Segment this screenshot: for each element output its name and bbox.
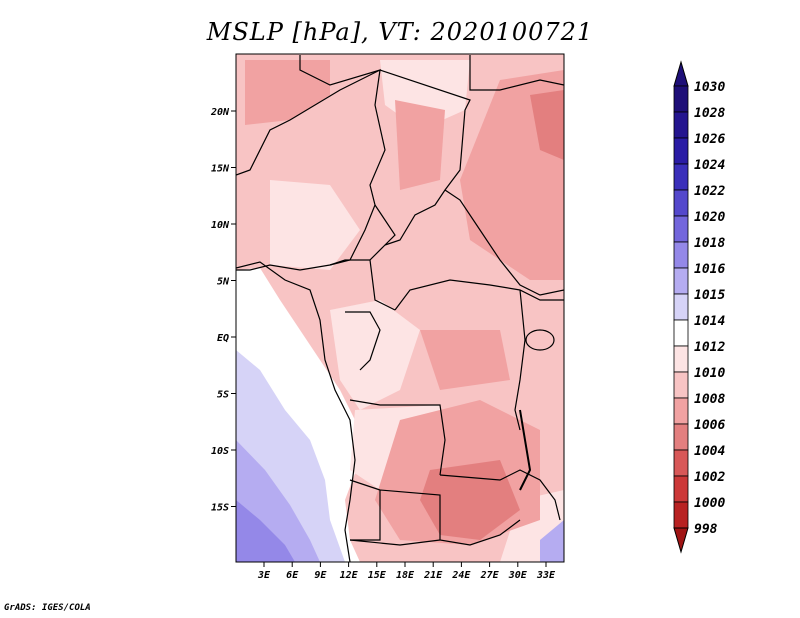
colorbar-swatch (673, 345, 689, 373)
longitude-axis: 3E 6E 9E 12E 15E 18E 21E 24E 27E 30E 33E (257, 562, 556, 581)
lat-tick-label: 15N (211, 164, 230, 175)
light-land-region-central (330, 300, 420, 410)
colorbar-label: 1012 (694, 340, 725, 355)
ocean-southeast-region (540, 520, 564, 562)
lon-tick-label: 9E (314, 570, 327, 581)
low-region-northwest (245, 60, 330, 125)
colorbar-swatch (673, 371, 689, 399)
colorbar-swatch (673, 449, 689, 477)
colorbar-swatch (673, 215, 689, 243)
colorbar-label: 1016 (694, 262, 725, 277)
colorbar-label: 1004 (694, 444, 725, 459)
map-title: MSLP [hPa], VT: 2020100721 (206, 18, 594, 46)
country-borders (236, 55, 564, 546)
lat-tick-label: 5S (217, 390, 229, 401)
lon-tick-label: 24E (451, 570, 471, 581)
colorbar-swatch (673, 397, 689, 425)
colorbar-label: 1018 (694, 236, 725, 251)
colorbar-label: 1008 (694, 392, 725, 407)
colorbar-label: 1014 (694, 314, 725, 329)
ocean-1018-region (236, 500, 295, 562)
colorbar-label: 1010 (694, 366, 725, 381)
colorbar: 1030 1028 1026 1024 1022 1020 1018 1016 1015 1014… (673, 60, 725, 554)
colorbar-bottom-arrow (673, 527, 689, 554)
lon-tick-label: 3E (257, 570, 271, 581)
lon-tick-label: 15E (368, 570, 387, 581)
colorbar-label: 1000 (694, 496, 725, 511)
low-region-north-central (395, 100, 445, 190)
light-land-region-west (270, 180, 360, 270)
lon-tick-label: 12E (340, 570, 359, 581)
colorbar-swatch (673, 137, 689, 165)
lon-tick-label: 21E (423, 570, 443, 581)
colorbar-swatch (673, 111, 689, 139)
colorbar-top-arrow (673, 60, 689, 87)
lat-tick-label: 15S (211, 503, 229, 514)
colorbar-swatch (673, 423, 689, 451)
latitude-axis: 20N 15N 10N 5N EQ 5S 10S 15S (210, 107, 236, 514)
colorbar-label: 998 (694, 522, 718, 537)
colorbar-swatch (673, 163, 689, 191)
colorbar-label: 1028 (694, 106, 725, 121)
lon-tick-label: 27E (480, 570, 500, 581)
colorbar-label: 1022 (694, 184, 725, 199)
colorbar-label: 1024 (694, 158, 725, 173)
colorbar-swatch (673, 85, 689, 113)
low-region-northeast-core (530, 90, 564, 160)
colorbar-label: 1030 (694, 80, 725, 95)
lat-tick-label: 5N (217, 277, 230, 288)
lat-tick-label: 10S (211, 446, 229, 457)
lon-tick-label: 18E (396, 570, 415, 581)
lat-tick-label: 10N (211, 220, 230, 231)
lon-tick-label: 6E (286, 570, 299, 581)
colorbar-swatch (673, 501, 689, 529)
coastline (236, 261, 356, 562)
colorbar-swatch (673, 189, 689, 217)
colorbar-swatch (673, 475, 689, 503)
colorbar-label: 1020 (694, 210, 725, 225)
lake-tanganyika (519, 409, 532, 491)
colorbar-swatch (673, 241, 689, 269)
map-frame (235, 53, 565, 563)
low-region-congo (420, 330, 510, 390)
colorbar-label: 1006 (694, 418, 725, 433)
colorbar-swatch (673, 319, 689, 347)
colorbar-label: 1026 (694, 132, 725, 147)
lon-tick-label: 33E (536, 570, 556, 581)
lat-tick-label: 20N (210, 107, 230, 118)
colorbar-label: 1015 (694, 288, 725, 303)
lat-tick-label: EQ (217, 333, 229, 344)
lake-victoria (525, 329, 555, 351)
lon-tick-label: 30E (508, 570, 528, 581)
colorbar-swatch (673, 293, 689, 321)
grads-credit: GrADS: IGES/COLA (4, 603, 91, 613)
colorbar-label: 1002 (694, 470, 725, 485)
colorbar-swatch (673, 267, 689, 295)
pressure-field (236, 54, 564, 562)
